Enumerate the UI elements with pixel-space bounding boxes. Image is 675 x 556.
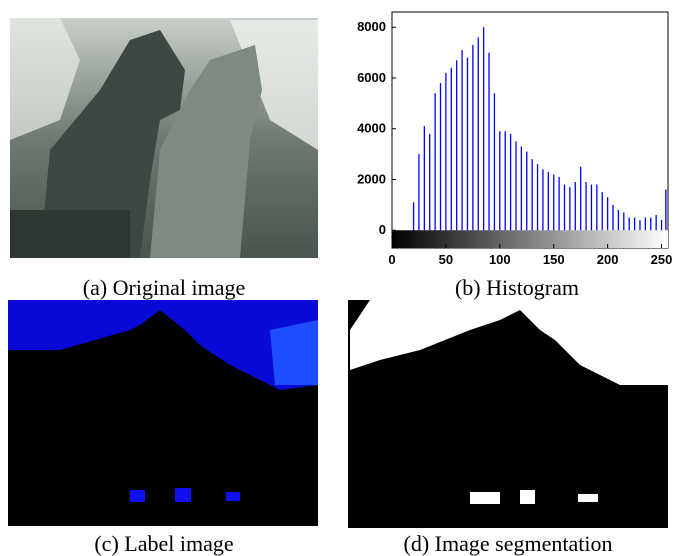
y-tick-label: 6000 <box>357 70 386 85</box>
caption: (b) Histogram <box>455 275 579 300</box>
caption: (c) Label image <box>94 531 233 556</box>
figure: (a) Original image (b) Histogram (c) Label… <box>0 0 675 556</box>
x-tick-label: 50 <box>439 252 453 267</box>
original-image <box>10 18 318 258</box>
figure-canvas: (a) Original image (b) Histogram (c) Label… <box>0 0 675 556</box>
y-tick-label: 0 <box>379 222 386 237</box>
y-tick-label: 8000 <box>357 19 386 34</box>
y-tick-label: 4000 <box>357 121 386 136</box>
x-tick-label: 250 <box>651 252 673 267</box>
x-tick-label: 100 <box>489 252 511 267</box>
segmentation-image <box>348 300 668 528</box>
caption: (d) Image segmentation <box>404 531 613 556</box>
x-tick-label: 0 <box>388 252 395 267</box>
caption: (a) Original image <box>83 275 246 300</box>
plot-frame <box>392 12 668 248</box>
label-image <box>8 300 318 526</box>
x-tick-label: 150 <box>543 252 565 267</box>
y-tick-label: 2000 <box>357 171 386 186</box>
x-tick-label: 200 <box>597 252 619 267</box>
gray-scale-bar <box>392 230 668 248</box>
